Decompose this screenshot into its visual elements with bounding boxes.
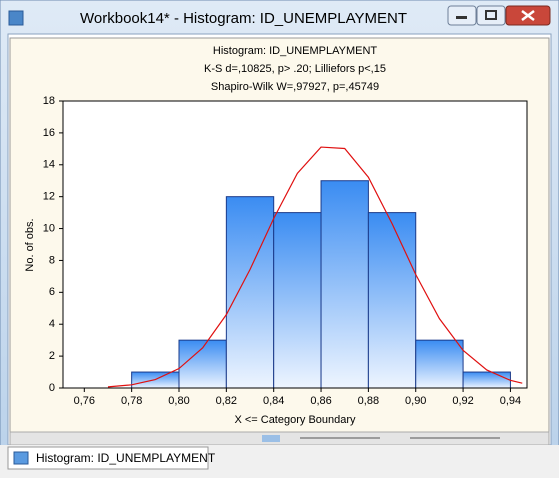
app-icon [8,10,24,26]
zoom-control[interactable] [262,435,280,442]
normal-curve [107,146,523,388]
y-tick-label: 4 [49,318,55,330]
bar [320,180,369,389]
x-tick-label: 0,84 [263,395,284,407]
bar [462,371,511,389]
y-tick-label: 14 [43,159,55,171]
x-axis-label: X <= Category Boundary [234,414,356,426]
maximize-button[interactable] [476,5,506,26]
tab-icon [13,451,29,465]
chart-title: Histogram: ID_UNEMPLAYMENT [213,45,377,57]
y-tick-label: 8 [49,254,55,266]
chart-subtitle: Shapiro-Wilk W=,97927, p=,45749 [211,81,379,93]
window-title: Workbook14* - Histogram: ID_UNEMPLAYMENT [80,10,407,27]
maximize-icon [485,10,497,20]
y-tick-label: 2 [49,350,55,362]
x-tick-label: 0,94 [500,395,521,407]
x-tick-label: 0,88 [358,395,379,407]
x-tick-label: 0,76 [74,395,95,407]
y-tick-label: 0 [49,382,55,394]
bar [273,212,322,389]
y-axis-label: No. of obs. [24,218,36,271]
y-tick-label: 10 [43,222,55,234]
y-tick-label: 18 [43,95,55,107]
bar [415,339,464,389]
x-tick-label: 0,82 [216,395,237,407]
y-tick-label: 12 [43,191,55,203]
x-tick-label: 0,86 [310,395,331,407]
tab-label: Histogram: ID_UNEMPLAYMENT [36,451,216,465]
plot-border [62,100,528,389]
bar [367,212,417,389]
x-tick-label: 0,92 [452,395,473,407]
y-tick-label: 16 [43,127,55,139]
x-tick-label: 0,90 [405,395,426,407]
y-tick-label: 6 [49,286,55,298]
close-icon [521,10,535,21]
x-tick-label: 0,78 [121,395,142,407]
chart-subtitle: K-S d=,10825, p> .20; Lilliefors p<,15 [204,63,386,75]
x-tick-label: 0,80 [168,395,189,407]
minimize-icon [456,16,467,19]
bar [225,196,275,389]
tab[interactable] [7,446,209,470]
minimize-button[interactable] [447,5,477,26]
